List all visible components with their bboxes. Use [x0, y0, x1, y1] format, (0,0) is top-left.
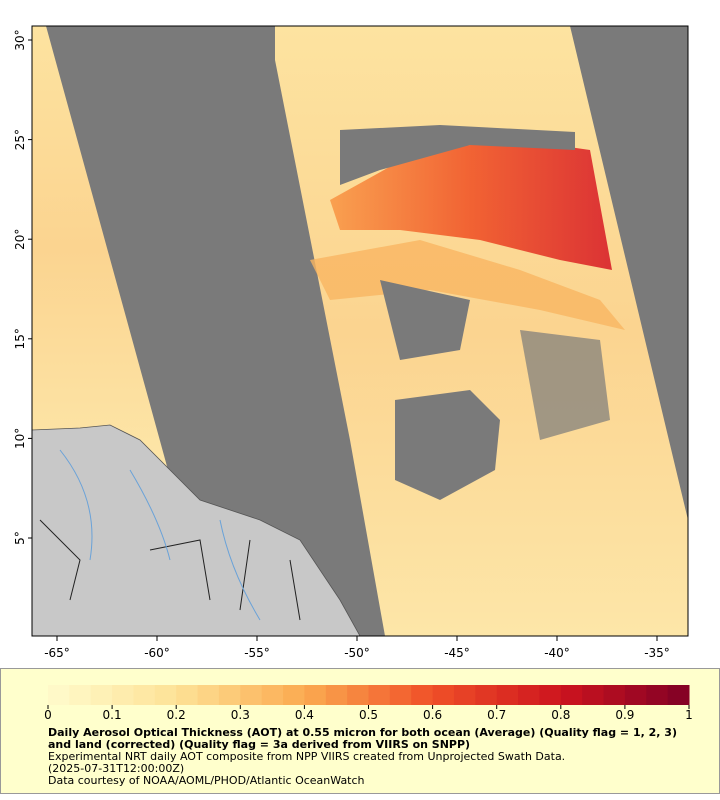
colorbar-segment	[133, 685, 156, 705]
cloud-gap	[340, 125, 575, 185]
lat-tick-label: 25°	[13, 129, 27, 150]
colorbar-tick-label: 0.7	[487, 708, 506, 722]
lon-tick-label: -55°	[244, 646, 270, 660]
colorbar: 0 0.1 0.2 0.3 0.4 0.5 0.6 0.7 0.8 0.9 1	[44, 685, 693, 722]
cloud-gap	[395, 390, 500, 500]
lon-tick-label: -60°	[144, 646, 170, 660]
caption-line: Data courtesy of NOAA/AOML/PHOD/Atlantic…	[48, 774, 365, 787]
colorbar-segment	[112, 685, 134, 705]
colorbar-segment	[325, 685, 348, 705]
colorbar-segment	[240, 685, 263, 705]
colorbar-segment	[304, 685, 327, 705]
colorbar-tick-label: 0.9	[615, 708, 634, 722]
lon-tick-label: -65°	[44, 646, 70, 660]
colorbar-segment	[582, 685, 605, 705]
colorbar-segment	[624, 685, 647, 705]
lon-tick-label: -50°	[344, 646, 370, 660]
colorbar-segment	[176, 685, 199, 705]
legend-panel: 0 0.1 0.2 0.3 0.4 0.5 0.6 0.7 0.8 0.9 1 Daily Aero…	[0, 668, 720, 794]
lon-tick-label: -35°	[644, 646, 670, 660]
lat-tick-label: 5°	[13, 531, 27, 545]
colorbar-segment	[197, 685, 220, 705]
caption-line: Experimental NRT daily AOT composite fro…	[48, 750, 566, 763]
colorbar-segment	[411, 685, 434, 705]
map: 30° 25° 20° 15° 10° 5° -65° -60° -55° -50° -45° -40…	[13, 25, 689, 660]
colorbar-segment	[48, 685, 70, 705]
colorbar-segment	[368, 685, 391, 705]
lat-tick-label: 10°	[13, 428, 27, 449]
colorbar-segment	[646, 685, 669, 705]
lat-tick-label: 30°	[13, 29, 27, 50]
colorbar-segment	[283, 685, 305, 705]
colorbar-segment	[475, 685, 498, 705]
colorbar-segment	[218, 685, 241, 705]
colorbar-segment	[69, 685, 92, 705]
colorbar-tick-label: 0.3	[231, 708, 250, 722]
caption-title: Daily Aerosol Optical Thickness (AOT) at…	[48, 726, 677, 751]
lat-tick-label: 15°	[13, 328, 27, 349]
colorbar-segment	[518, 685, 540, 705]
high-aot-plume	[330, 140, 612, 270]
colorbar-segment	[154, 685, 177, 705]
colorbar-tick-label: 0	[44, 708, 52, 722]
lon-tick-label: -45°	[444, 646, 470, 660]
colorbar-segment	[261, 685, 284, 705]
map-frame	[31, 25, 689, 637]
colorbar-segment	[603, 685, 626, 705]
caption-line: (2025-07-31T12:00:00Z)	[48, 762, 185, 775]
left-swath	[32, 26, 168, 470]
colorbar-tick-label: 0.6	[423, 708, 442, 722]
colorbar-segment	[667, 685, 690, 705]
colorbar-segment	[560, 685, 583, 705]
colorbar-segment	[389, 685, 412, 705]
colorbar-segment	[90, 685, 113, 705]
colorbar-segment	[496, 685, 519, 705]
colorbar-tick-label: 0.2	[167, 708, 186, 722]
cloud-gap	[380, 280, 470, 360]
rivers	[59, 449, 261, 621]
caption: Daily Aerosol Optical Thickness (AOT) at…	[48, 727, 678, 787]
colorbar-tick-label: 0.5	[359, 708, 378, 722]
cloud-gap	[520, 330, 610, 440]
borders	[39, 519, 301, 621]
colorbar-tick-label: 0.4	[295, 708, 314, 722]
colorbar-segment	[453, 685, 476, 705]
colorbar-tick-label: 0.8	[551, 708, 570, 722]
colorbar-segment	[347, 685, 369, 705]
lon-tick-label: -40°	[544, 646, 570, 660]
colorbar-segment	[432, 685, 455, 705]
lat-tick-label: 20°	[13, 229, 27, 250]
colorbar-segment	[539, 685, 562, 705]
colorbar-tick-label: 1	[685, 708, 693, 722]
plume-edge	[310, 240, 625, 330]
colorbar-tick-label: 0.1	[103, 708, 122, 722]
